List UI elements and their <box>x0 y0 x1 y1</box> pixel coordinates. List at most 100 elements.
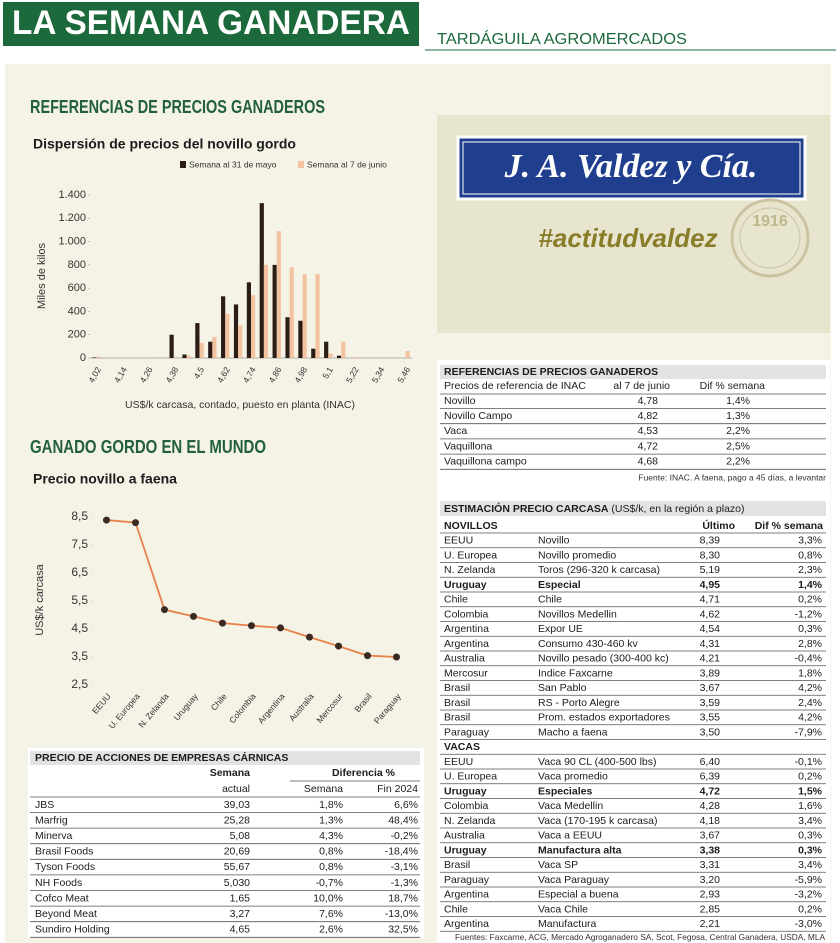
table-cell: Uruguay <box>444 579 487 591</box>
table-cell: 0,3% <box>798 844 823 856</box>
table-cell: RS - Porto Alegre <box>538 697 620 709</box>
table-cell: Argentina <box>444 889 489 901</box>
table-cell: 10,0% <box>313 892 343 904</box>
bar <box>96 356 101 358</box>
ad-logo-box <box>456 135 807 201</box>
table-cell: Paraguay <box>444 874 490 886</box>
table-cell: 2,5% <box>726 440 750 452</box>
table-cell: 1,5% <box>798 785 823 797</box>
table-cell: N. Zelanda <box>444 815 496 827</box>
y-axis-label: US$/k carcasa <box>34 563 46 635</box>
bar <box>276 231 281 358</box>
table-cell: -3,0% <box>795 918 822 930</box>
table-cell: Expor UE <box>538 623 583 635</box>
point <box>364 652 371 660</box>
table-cell: 2,21 <box>700 918 721 930</box>
table-cell: Mercosur <box>444 667 488 679</box>
table-cell: -5,9% <box>795 874 822 886</box>
table-cell: 18,7% <box>388 892 418 904</box>
table-cell: Chile <box>444 903 468 915</box>
y-tick-label: 600 <box>68 282 86 294</box>
table-cell: 3,67 <box>700 830 721 842</box>
bar <box>246 282 251 358</box>
point <box>393 653 400 661</box>
table-cell: Colombia <box>444 800 489 812</box>
table-cell: 5,19 <box>700 564 721 576</box>
bar <box>186 355 191 358</box>
y-tick-label: 3,5 <box>71 649 88 663</box>
bar <box>173 356 178 358</box>
table-cell: 6,40 <box>700 756 721 768</box>
table-cell: Vaca a EEUU <box>538 830 602 842</box>
table-cell: 3,89 <box>700 667 721 679</box>
table-cell: 3,38 <box>700 844 721 856</box>
point <box>161 606 168 614</box>
legend-swatch <box>180 161 186 168</box>
table-cell: Vaquillona <box>444 440 492 452</box>
table-cell: Brasil <box>444 712 470 724</box>
ad-brand: J. A. Valdez y Cía. <box>504 148 758 185</box>
table-cell: 39,03 <box>224 799 250 811</box>
table-cell: -1,3% <box>391 877 418 889</box>
table-cell: 4,3% <box>319 830 343 842</box>
table-cell: -0,7% <box>316 877 343 889</box>
ad-stamp-ring <box>739 207 801 269</box>
table-title-bar <box>440 501 826 516</box>
bar <box>341 341 346 358</box>
group-header: VACAS <box>444 741 480 753</box>
table-cell: Prom. estados exportadores <box>538 712 670 724</box>
bar <box>147 357 153 358</box>
bar <box>169 334 174 358</box>
column-header: Dif % semana <box>700 380 766 392</box>
table-cell: Brasil <box>444 859 470 871</box>
table-cell: -18,4% <box>385 846 418 858</box>
bar <box>122 357 127 358</box>
table-cell: Vaca 90 CL (400-500 lbs) <box>538 756 656 768</box>
table-cell: 4,54 <box>700 623 721 635</box>
table-cell: 2,6% <box>319 924 343 936</box>
section-title: REFERENCIAS DE PRECIOS GANADEROS <box>30 97 325 117</box>
table-cell: Brasil Foods <box>35 846 93 858</box>
header-title: LA SEMANA GANADERA <box>12 4 410 42</box>
bar <box>221 296 226 358</box>
legend-label: Semana al 7 de junio <box>307 159 387 169</box>
table-cell: 3,50 <box>700 726 721 738</box>
bar <box>263 264 269 358</box>
table-title-bar <box>440 365 826 379</box>
table-cell: 8,39 <box>700 535 721 547</box>
y-tick-label: 4,5 <box>71 621 88 635</box>
table-title: ESTIMACIÓN PRECIO CARCASA (US$/k, en la … <box>444 502 745 515</box>
bar <box>328 353 333 358</box>
table-cell: Argentina <box>444 623 489 635</box>
column-header: Dif % semana <box>755 520 823 532</box>
table-cell: 3,4% <box>798 859 822 871</box>
table-cell: -1,2% <box>795 608 822 620</box>
table-cell: 0,2% <box>798 594 822 606</box>
y-tick-label: 1.000 <box>58 235 86 247</box>
bar <box>233 304 239 358</box>
chart-title: Dispersión de precios del novillo gordo <box>33 136 296 152</box>
bar <box>195 323 200 358</box>
bar <box>182 354 187 358</box>
bar <box>251 295 256 358</box>
table-cell: Especiales <box>538 785 592 797</box>
table-cell: -0,1% <box>795 756 822 768</box>
table-cell: Cofco Meat <box>35 892 89 904</box>
table-cell: Brasil <box>444 682 470 694</box>
point <box>103 516 110 524</box>
bar <box>225 313 230 358</box>
table-cell: Uruguay <box>444 785 487 797</box>
table-cell: -3,2% <box>795 889 822 901</box>
bar <box>238 325 243 358</box>
table-cell: 32,5% <box>388 924 418 936</box>
bar <box>311 348 316 358</box>
legend-label: Semana al 31 de mayo <box>189 159 277 169</box>
table-cell: 0,8% <box>319 861 343 873</box>
bar <box>405 351 410 358</box>
bar <box>272 264 277 358</box>
table-cell: 5,08 <box>230 830 251 842</box>
table-cell: 1,65 <box>230 892 251 904</box>
table-cell: 8,30 <box>700 549 721 561</box>
table-cell: 3,27 <box>230 908 251 920</box>
table-cell: 0,2% <box>798 903 822 915</box>
